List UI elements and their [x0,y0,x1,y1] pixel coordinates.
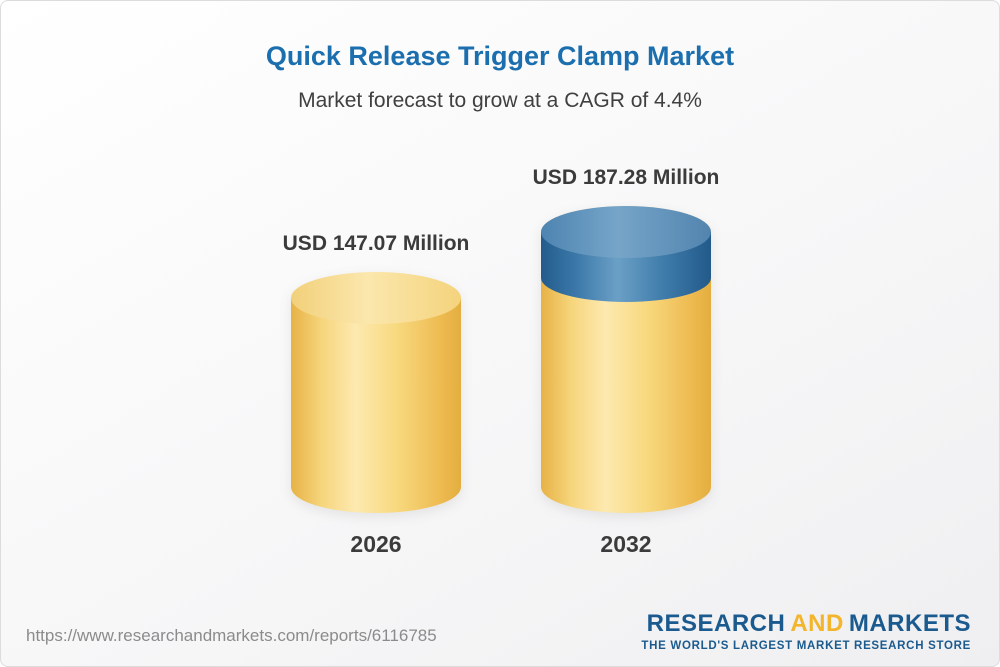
chart-subtitle: Market forecast to grow at a CAGR of 4.4… [298,89,702,112]
x-axis-label-2026: 2026 [350,531,402,557]
report-url-link[interactable]: https://www.researchandmarkets.com/repor… [26,626,437,645]
logo-word-research: RESEARCH [646,609,786,637]
cylinder-blue-cap-2032 [541,206,711,302]
bar-cylinder-2026 [291,272,461,513]
logo-wordmark: RESEARCH AND MARKETS [641,609,971,637]
logo-word-markets: MARKETS [848,609,971,637]
bar-group-2032: USD 187.28 Million [533,151,719,513]
cylinder-top-ellipse-2026 [291,272,461,324]
bar-cylinder-2032 [541,206,711,513]
bar-group-2026: USD 147.07 Million [283,151,469,513]
x-axis-label-2032: 2032 [600,531,652,557]
logo-word-and: AND [790,609,844,637]
blue-cap-top-ellipse [541,206,711,258]
chart-title: Quick Release Trigger Clamp Market [265,41,735,71]
chart-area: USD 147.07 Million USD 187.28 Million [1,151,999,513]
research-and-markets-logo[interactable]: RESEARCH AND MARKETS THE WORLD'S LARGEST M… [641,609,971,652]
value-label-2032: USD 187.28 Million [532,166,720,189]
cylinder-body-2026 [291,298,461,513]
value-label-2026: USD 147.07 Million [282,232,470,255]
logo-tagline: THE WORLD'S LARGEST MARKET RESEARCH STOR… [641,640,971,652]
